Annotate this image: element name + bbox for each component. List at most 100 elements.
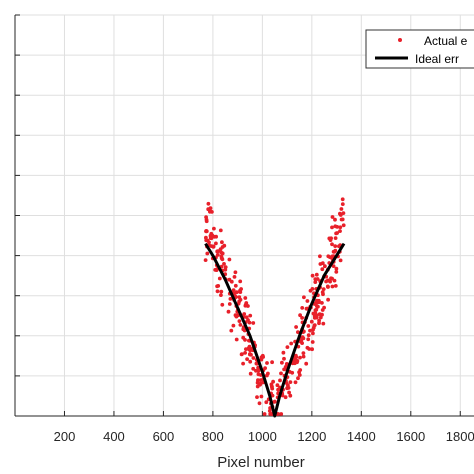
data-point bbox=[248, 313, 253, 318]
data-point bbox=[308, 288, 313, 293]
data-point bbox=[212, 226, 216, 231]
data-point bbox=[227, 257, 232, 262]
data-point bbox=[341, 211, 346, 216]
data-point bbox=[248, 371, 253, 376]
data-point bbox=[238, 323, 243, 327]
data-point bbox=[220, 251, 225, 256]
data-point bbox=[302, 295, 306, 300]
data-point bbox=[298, 313, 302, 318]
data-point bbox=[227, 302, 232, 306]
data-point bbox=[288, 393, 293, 398]
data-point bbox=[241, 327, 246, 332]
data-point bbox=[293, 380, 298, 385]
data-point bbox=[313, 308, 318, 313]
data-point bbox=[244, 303, 249, 308]
data-point bbox=[300, 306, 305, 310]
data-point bbox=[330, 242, 334, 247]
data-point bbox=[320, 301, 324, 305]
data-point bbox=[238, 297, 243, 302]
data-point bbox=[333, 224, 338, 229]
data-point bbox=[339, 217, 344, 222]
data-point bbox=[280, 360, 284, 365]
data-point bbox=[205, 251, 210, 256]
data-point bbox=[304, 361, 309, 366]
data-point bbox=[246, 318, 250, 322]
data-point bbox=[215, 289, 220, 294]
x-tick-label: 1200 bbox=[297, 429, 326, 444]
x-tick-label: 600 bbox=[153, 429, 175, 444]
data-point bbox=[248, 359, 253, 364]
legend: Actual e Ideal err bbox=[365, 29, 474, 69]
data-point bbox=[241, 361, 246, 366]
data-point bbox=[294, 325, 298, 329]
data-point bbox=[321, 321, 326, 326]
data-point bbox=[306, 324, 311, 328]
data-point bbox=[220, 302, 225, 307]
data-point bbox=[269, 412, 274, 416]
data-point bbox=[204, 229, 208, 234]
data-point bbox=[228, 297, 233, 301]
data-point bbox=[338, 211, 342, 216]
data-point bbox=[226, 309, 231, 314]
x-tick-label: 200 bbox=[54, 429, 76, 444]
data-point bbox=[334, 270, 339, 274]
data-point bbox=[305, 299, 310, 303]
data-point bbox=[248, 348, 253, 353]
data-point bbox=[334, 266, 339, 271]
data-point bbox=[270, 393, 275, 398]
data-point bbox=[210, 210, 214, 214]
data-point bbox=[257, 401, 262, 406]
data-point bbox=[267, 409, 272, 413]
data-point bbox=[278, 378, 282, 383]
x-tick-label: 1800 bbox=[446, 429, 474, 444]
data-point bbox=[239, 287, 244, 291]
data-point bbox=[330, 215, 335, 219]
data-point bbox=[232, 275, 237, 279]
data-point bbox=[287, 390, 291, 395]
data-point bbox=[214, 234, 219, 239]
data-point bbox=[308, 328, 312, 333]
data-point bbox=[215, 284, 220, 289]
data-point bbox=[271, 379, 275, 384]
data-point bbox=[306, 333, 311, 338]
data-point bbox=[325, 284, 330, 289]
data-point bbox=[339, 207, 344, 211]
data-point bbox=[270, 386, 275, 391]
data-point bbox=[242, 312, 247, 316]
x-tick-labels: 200 400 600 800 1000 1200 1400 1600 1800 bbox=[54, 429, 474, 444]
data-point bbox=[281, 350, 286, 355]
data-point bbox=[296, 330, 300, 334]
data-point bbox=[204, 217, 209, 222]
data-point bbox=[306, 337, 311, 342]
data-point bbox=[237, 319, 242, 323]
data-point bbox=[296, 376, 300, 381]
data-point bbox=[318, 254, 322, 259]
data-point bbox=[301, 354, 306, 359]
data-point bbox=[321, 287, 326, 291]
legend-label-ideal: Ideal err bbox=[415, 52, 459, 66]
data-point bbox=[299, 338, 304, 343]
data-point bbox=[289, 341, 294, 346]
data-point bbox=[331, 264, 336, 268]
data-point bbox=[231, 288, 236, 292]
data-point bbox=[315, 313, 319, 318]
data-point bbox=[214, 241, 218, 246]
data-point bbox=[272, 399, 277, 404]
legend-label-actual: Actual e bbox=[424, 34, 468, 48]
data-point bbox=[217, 276, 222, 281]
data-point bbox=[258, 382, 262, 387]
data-point bbox=[311, 331, 315, 336]
data-point bbox=[315, 277, 320, 281]
data-point bbox=[300, 316, 304, 320]
data-point bbox=[270, 360, 274, 365]
data-point bbox=[330, 254, 335, 259]
data-point bbox=[233, 270, 238, 275]
data-point bbox=[264, 400, 269, 405]
data-point bbox=[248, 352, 252, 356]
data-point bbox=[316, 304, 320, 309]
data-point bbox=[215, 253, 220, 257]
data-point bbox=[229, 328, 234, 333]
data-point bbox=[259, 394, 264, 399]
data-point bbox=[340, 197, 345, 202]
